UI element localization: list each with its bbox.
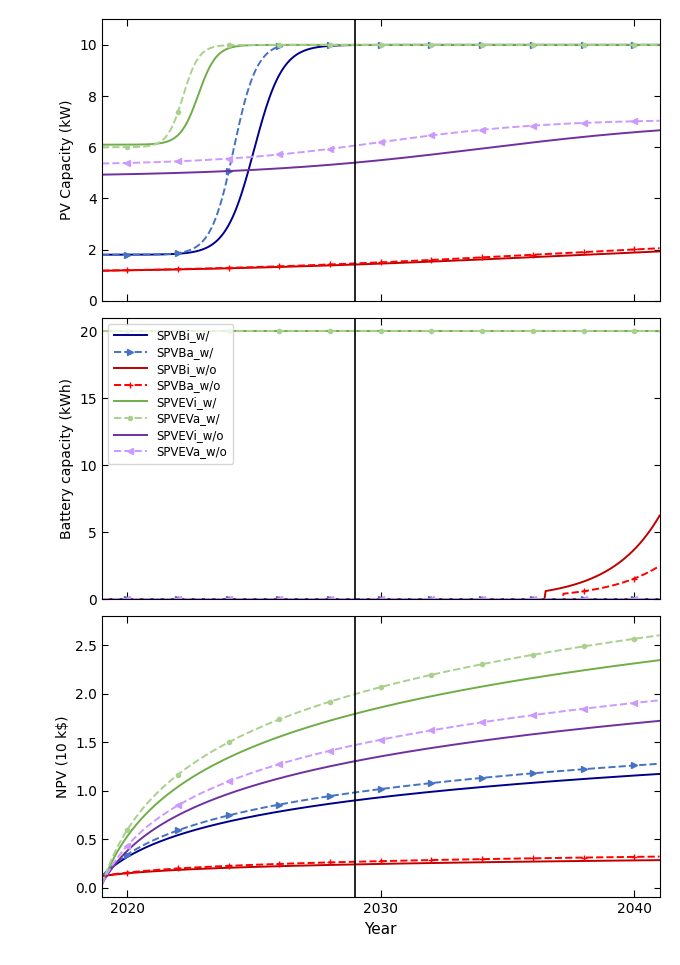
Y-axis label: Battery capacity (kWh): Battery capacity (kWh) (60, 378, 74, 538)
Legend: SPVBi_w/, SPVBa_w/, SPVBi_w/o, SPVBa_w/o, SPVEVi_w/, SPVEVa_w/, SPVEVi_w/o, SPVE: SPVBi_w/, SPVBa_w/, SPVBi_w/o, SPVBa_w/o… (108, 323, 233, 464)
Y-axis label: NPV (10 k$): NPV (10 k$) (56, 715, 69, 798)
Y-axis label: PV Capacity (kW): PV Capacity (kW) (60, 99, 74, 220)
X-axis label: Year: Year (364, 922, 397, 937)
